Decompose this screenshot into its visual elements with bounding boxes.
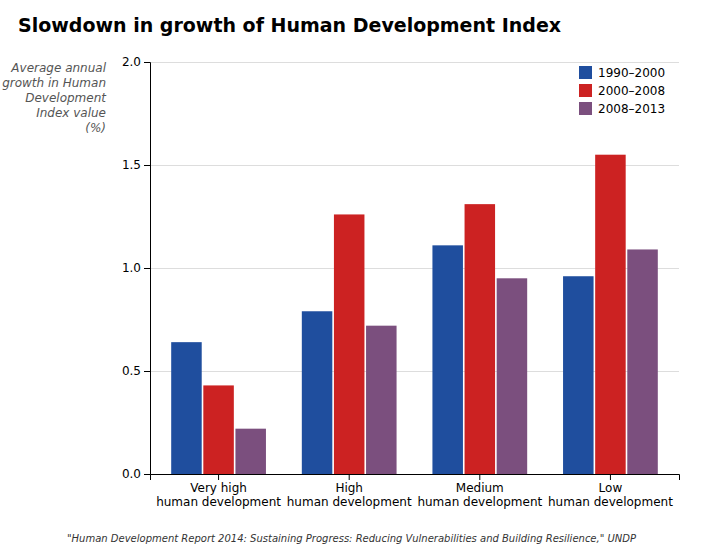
bar	[465, 204, 496, 474]
legend-swatch	[579, 66, 592, 79]
tick-label-line: human development	[417, 495, 542, 509]
x-tick: Very highhuman development	[156, 474, 281, 509]
x-tick: Mediumhuman development	[417, 474, 542, 509]
bars	[171, 155, 658, 474]
tick-label: 0.5	[122, 364, 141, 378]
grid-line	[150, 62, 679, 63]
tick-mark	[144, 62, 150, 63]
legend-label: 2000–2008	[598, 84, 665, 98]
legend-swatch	[579, 102, 592, 115]
tick-label-line: Very high	[190, 481, 247, 495]
axis-line	[151, 475, 680, 481]
legend-swatch	[579, 84, 592, 97]
y-tick: 2.0	[122, 55, 150, 69]
tick-label: 2.0	[122, 55, 141, 69]
bar	[497, 278, 528, 474]
tick-label: 1.0	[122, 261, 141, 275]
legend: 1990–2000 2000–2008 2008–2013	[579, 66, 665, 116]
tick-mark	[479, 474, 480, 480]
y-tick: 0.0	[122, 467, 150, 481]
y-axis-label-line: Average annual	[10, 61, 106, 75]
title: Slowdown in growth of Human Development …	[18, 14, 561, 36]
plot: 0.00.51.01.52.0Very highhuman developmen…	[122, 55, 680, 509]
series	[203, 155, 625, 474]
bar	[627, 249, 658, 474]
tick-label: 1.5	[122, 158, 141, 172]
x-tick: Highhuman development	[287, 474, 412, 509]
tick-mark	[144, 371, 150, 372]
legend-label: 1990–2000	[598, 66, 665, 80]
bar	[432, 245, 463, 474]
grid-tick	[150, 62, 679, 63]
legend-item: 2008–2013	[579, 102, 665, 116]
legend-label: 2008–2013	[598, 102, 665, 116]
tick-label: Mediumhuman development	[417, 481, 542, 509]
tick-label: Highhuman development	[287, 481, 412, 509]
y-axis-label-line: Development	[25, 91, 107, 105]
footnote: "Human Development Report 2014: Sustaini…	[67, 533, 637, 544]
x-tick: Lowhuman development	[548, 474, 673, 509]
legend-item: 2000–2008	[579, 84, 665, 98]
tick-label-line: human development	[548, 495, 673, 509]
tick-label-line: Medium	[456, 481, 504, 495]
axis-line	[144, 63, 151, 475]
y-tick: 1.0	[122, 261, 150, 275]
y-axis: 0.0 0.5 1.0 1.5 2.0	[122, 55, 151, 481]
legend-item: 1990–2000	[579, 66, 665, 80]
bar	[563, 276, 594, 474]
tick-mark	[144, 268, 150, 269]
y-axis-label-line: (%)	[85, 121, 106, 135]
tick-mark	[144, 474, 150, 475]
y-axis-label-line: growth in Human	[2, 76, 106, 90]
bar	[302, 311, 333, 474]
tick-label-line: High	[335, 481, 363, 495]
tick-mark	[218, 474, 219, 480]
series	[171, 245, 593, 474]
bar	[366, 326, 397, 474]
tick-mark	[610, 474, 611, 480]
tick-label: Lowhuman development	[548, 481, 673, 509]
tick-label: 0.0	[122, 467, 141, 481]
bar	[235, 429, 266, 474]
bar	[203, 385, 234, 474]
tick-mark	[144, 165, 150, 166]
y-tick: 0.5	[122, 364, 150, 378]
tick-label-line: Low	[599, 481, 623, 495]
x-axis: Very highhuman developmentHighhuman deve…	[151, 474, 680, 509]
tick-mark	[349, 474, 350, 480]
series	[235, 249, 657, 474]
tick-label: Very highhuman development	[156, 481, 281, 509]
tick-label-line: human development	[156, 495, 281, 509]
bar	[595, 155, 626, 474]
y-axis-label-line: Index value	[36, 106, 106, 120]
y-axis-label: Average annualgrowth in HumanDevelopment…	[2, 61, 107, 135]
bar	[171, 342, 202, 474]
y-tick: 1.5	[122, 158, 150, 172]
tick-label-line: human development	[287, 495, 412, 509]
grid	[150, 63, 679, 475]
bar	[334, 214, 365, 474]
chart: 0.00.51.01.52.0Very highhuman developmen…	[0, 0, 703, 552]
